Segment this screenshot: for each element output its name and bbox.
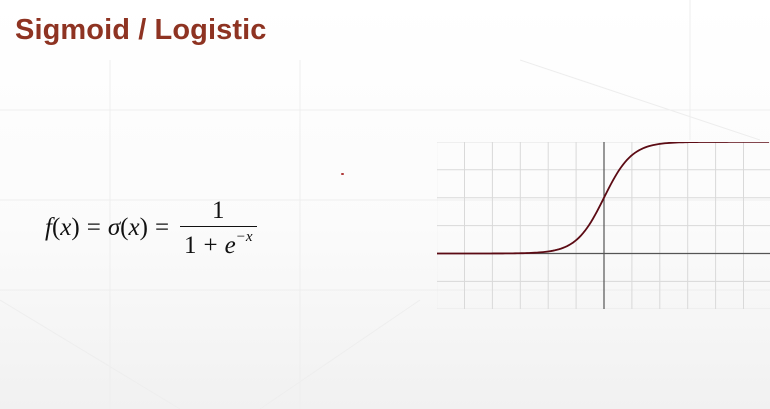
formula-x: x <box>60 214 72 241</box>
formula-f: f <box>45 214 52 241</box>
formula-paren-close: ) <box>139 214 148 241</box>
formula-paren-open: ( <box>120 214 129 241</box>
formula-paren-close: ) <box>71 214 80 241</box>
fraction-numerator: 1 <box>212 197 225 224</box>
formula-paren-open: ( <box>51 214 61 241</box>
denominator-plus: + <box>203 232 218 259</box>
sigmoid-plot <box>437 142 770 309</box>
denominator-e: e <box>224 232 236 259</box>
formula-equals: = <box>154 214 170 241</box>
formula-x: x <box>128 214 140 241</box>
stray-mark <box>341 173 344 175</box>
sigmoid-formula: f(x) = σ(x) = 1 1 + e−x <box>45 198 257 258</box>
formula-fraction: 1 1 + e−x <box>180 198 257 258</box>
denominator-exponent: −x <box>235 229 253 245</box>
page-title: Sigmoid / Logistic <box>15 14 267 46</box>
formula-sigma: σ <box>107 214 121 241</box>
denominator-one: 1 <box>184 232 197 259</box>
fraction-denominator: 1 + e−x <box>180 227 257 259</box>
formula-equals: = <box>86 214 101 241</box>
fraction-bar <box>180 226 257 227</box>
sigmoid-curve <box>437 142 769 255</box>
